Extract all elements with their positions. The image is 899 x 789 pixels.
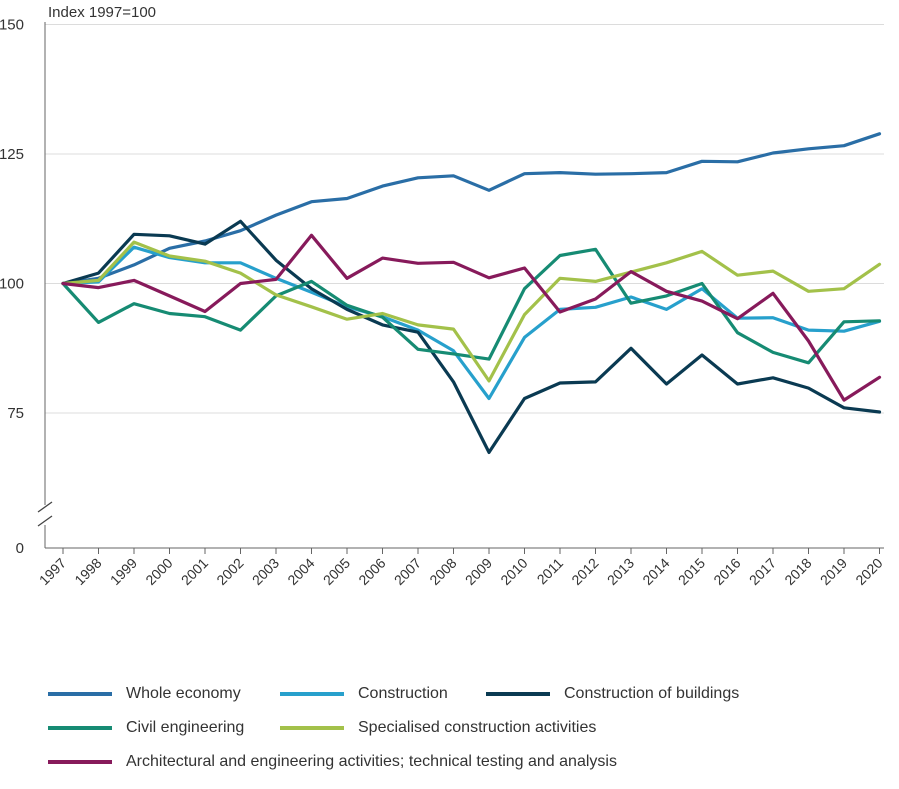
chart-legend: Whole economy Construction Construction of… <box>0 670 899 780</box>
legend-item: Architectural and engineering activities… <box>48 752 617 772</box>
legend-swatch <box>486 692 550 696</box>
x-tick-label: 2010 <box>497 555 530 588</box>
legend-swatch <box>48 760 112 764</box>
axis-break-mark <box>37 501 53 513</box>
x-tick-label: 2011 <box>534 555 567 588</box>
x-tick-label: 2016 <box>710 555 743 588</box>
legend-item: Construction of buildings <box>486 684 739 704</box>
x-tick-label: 2013 <box>604 555 637 588</box>
x-tick-label: 2018 <box>781 555 814 588</box>
x-tick-label: 2007 <box>391 555 424 588</box>
legend-swatch <box>280 726 344 730</box>
series-lines <box>61 132 882 454</box>
x-tick-label: 2008 <box>426 555 459 588</box>
legend-label: Civil engineering <box>126 719 245 736</box>
series-line-3 <box>61 219 882 454</box>
x-tick-label: 2019 <box>817 555 850 588</box>
legend-label: Specialised construction activities <box>358 719 597 736</box>
legend-item: Civil engineering <box>48 718 244 738</box>
x-tick-label: 2003 <box>249 555 282 588</box>
x-tick-label: 2012 <box>568 555 601 588</box>
y-tick-label: 150 <box>0 17 24 34</box>
series-line-6 <box>61 233 882 402</box>
x-tick-label: 2014 <box>639 555 672 588</box>
axes: 0 75 100 125 150 1997 1998 1999 2000 2001 2002 2003… <box>0 17 886 589</box>
legend-swatch <box>280 692 344 696</box>
x-tick-label: 2009 <box>462 555 495 588</box>
legend-label: Whole economy <box>126 685 241 702</box>
x-tick-label: 2004 <box>284 555 317 588</box>
gridlines <box>45 24 884 414</box>
legend-item: Specialised construction activities <box>280 718 596 738</box>
axis-break-mark <box>37 515 53 527</box>
legend-label: Construction of buildings <box>564 685 740 702</box>
y-tick-label: 100 <box>0 276 24 293</box>
x-tick-label: 2015 <box>675 555 708 588</box>
x-tick-label: 1997 <box>36 555 69 588</box>
x-tick-label: 2006 <box>355 555 388 588</box>
y-tick-label: 75 <box>7 405 24 422</box>
y-tick-label: 0 <box>16 540 24 557</box>
series-line-5 <box>61 240 882 383</box>
y-axis-label: Index 1997=100 <box>48 4 156 21</box>
legend-item: Whole economy <box>48 684 241 704</box>
legend-label: Architectural and engineering activities… <box>126 753 617 770</box>
y-tick-label: 125 <box>0 146 24 163</box>
x-tick-label: 2000 <box>142 555 175 588</box>
legend-item: Construction <box>280 684 448 704</box>
x-tick-label: 2020 <box>852 555 885 588</box>
legend-swatch <box>48 692 112 696</box>
x-tick-label: 1998 <box>71 555 104 588</box>
x-tick-label: 2001 <box>178 555 211 588</box>
x-tick-label: 2005 <box>320 555 353 588</box>
chart-svg: 0 75 100 125 150 1997 1998 1999 2000 2001 2002 2003… <box>0 4 886 589</box>
legend-label: Construction <box>358 685 448 702</box>
x-tick-label: 2002 <box>213 555 246 588</box>
x-tick-label: 1999 <box>107 555 140 588</box>
legend-swatch <box>48 726 112 730</box>
x-tick-label: 2017 <box>746 555 779 588</box>
